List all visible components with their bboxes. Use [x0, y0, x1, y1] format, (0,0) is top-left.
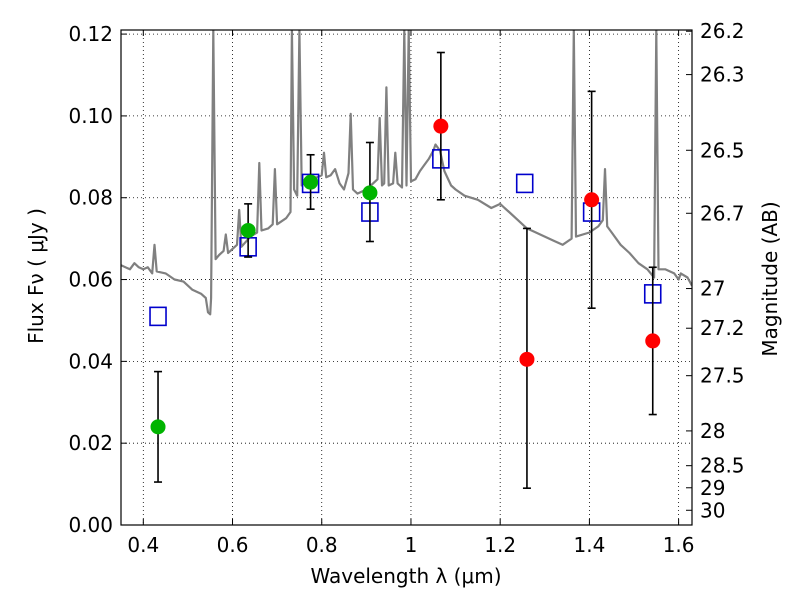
- y-tick-label: 0.04: [68, 349, 113, 373]
- observed-point: [362, 185, 378, 201]
- x-tick-label: 0.6: [217, 533, 249, 557]
- y-tick-label: 0.12: [68, 22, 113, 46]
- observed-point: [584, 192, 600, 208]
- axis-ticks: 0.4 0.6 0.8 1 1.2 1.4 1.6 0.00 0.02 0.04 0.06 0.08 0…: [68, 19, 744, 557]
- y-tick-label: 0.06: [68, 268, 113, 292]
- y2-tick-label: 27.2: [700, 316, 745, 340]
- plot-contents: [121, 30, 692, 489]
- y-tick-label: 0.02: [68, 431, 113, 455]
- y2-tick-label: 26.5: [700, 138, 745, 162]
- y2-tick-label: 28: [700, 419, 725, 443]
- y2-tick-label: 27.5: [700, 364, 745, 388]
- plot-frame: [120, 29, 693, 526]
- grid: [121, 30, 692, 526]
- observed-point: [240, 222, 256, 238]
- observed-point: [150, 419, 166, 435]
- y2-tick-label: 26.7: [700, 201, 745, 225]
- plot-area: [121, 30, 692, 489]
- observed-point: [433, 118, 449, 134]
- y-tick-label: 0.10: [68, 104, 113, 128]
- y2-tick-label: 26.3: [700, 63, 745, 87]
- x-tick-label: 1.2: [484, 533, 516, 557]
- y2-tick-label: 26.2: [700, 19, 745, 43]
- y2-tick-label: 29: [700, 476, 725, 500]
- y2-tick-label: 28.5: [700, 454, 745, 478]
- model-square-marker: [149, 306, 167, 327]
- y-tick-label: 0.00: [68, 513, 113, 537]
- observed-point: [303, 174, 319, 190]
- y2-axis-title: Magnitude (AB): [758, 201, 782, 356]
- y2-tick-label: 30: [700, 498, 725, 522]
- x-tick-label: 1.6: [663, 533, 695, 557]
- observed-point: [645, 333, 661, 349]
- observed-point: [519, 351, 535, 367]
- x-axis-title: Wavelength λ (μm): [310, 564, 501, 588]
- y2-tick-label: 27: [700, 277, 725, 301]
- x-tick-label: 1.4: [573, 533, 605, 557]
- y-tick-label: 0.08: [68, 186, 113, 210]
- spectrum-line: [121, 30, 692, 316]
- model-square-marker: [515, 173, 534, 194]
- x-tick-label: 0.8: [306, 533, 338, 557]
- y-axis-title: Flux Fν ( μJy ): [24, 208, 48, 344]
- x-tick-label: 1: [405, 533, 418, 557]
- x-tick-label: 0.4: [127, 533, 159, 557]
